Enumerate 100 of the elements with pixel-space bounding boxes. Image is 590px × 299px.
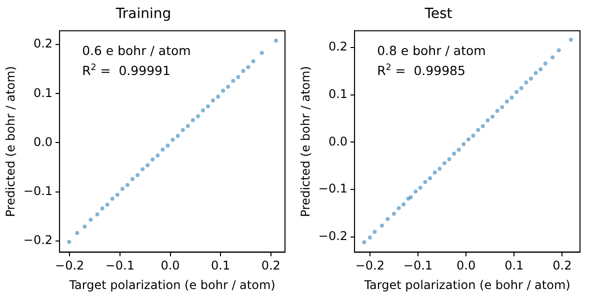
point <box>556 48 561 52</box>
x-axis-title: Target polarization (e bohr / atom) <box>68 278 276 292</box>
y-tick-label: 0.2 <box>328 40 348 54</box>
point <box>236 74 240 79</box>
point <box>206 104 210 108</box>
x-tick-label: 0.0 <box>160 258 180 273</box>
y-axis-title: Predicted (e bohr / atom) <box>3 66 18 217</box>
y-tick-label: −0.1 <box>23 184 53 198</box>
point <box>408 195 413 200</box>
point <box>156 153 160 158</box>
x-axis-title: Target polarization (e bohr / atom) <box>363 278 570 292</box>
chart-title: Training <box>114 6 172 22</box>
point <box>130 177 135 182</box>
point <box>486 118 490 122</box>
point <box>231 78 236 83</box>
point <box>418 186 422 190</box>
x-tick-label: −0.2 <box>55 258 84 273</box>
point <box>372 230 377 234</box>
point <box>504 99 509 104</box>
point <box>170 138 175 142</box>
y-tick-label: 0.0 <box>328 134 348 148</box>
y-tick-label: −0.2 <box>318 229 348 244</box>
y-tick-label: 0.1 <box>328 86 348 101</box>
point <box>216 94 220 99</box>
point <box>274 38 278 43</box>
x-tick-label: −0.1 <box>403 258 433 273</box>
point <box>528 76 533 81</box>
point <box>510 96 514 100</box>
point <box>471 134 476 138</box>
point <box>432 170 437 175</box>
point <box>115 192 120 197</box>
point <box>88 218 93 222</box>
point <box>125 182 130 187</box>
point <box>105 202 110 207</box>
point <box>423 180 428 184</box>
point <box>110 196 114 201</box>
x-tick-label: −0.2 <box>355 258 384 273</box>
point <box>160 148 165 152</box>
chart-title: Test <box>424 6 453 22</box>
point <box>190 118 195 122</box>
point <box>456 148 461 152</box>
point <box>550 55 555 60</box>
point <box>150 157 155 162</box>
point <box>67 240 72 244</box>
point <box>380 224 384 228</box>
point <box>568 38 573 42</box>
y-axis-title: Predicted (e bohr / atom) <box>298 66 312 217</box>
point <box>524 80 528 84</box>
point <box>452 152 456 156</box>
point <box>82 224 87 229</box>
x-tick-label: 0.2 <box>552 258 572 273</box>
point <box>368 236 372 240</box>
point <box>476 128 480 132</box>
point <box>136 173 140 178</box>
point <box>392 212 396 216</box>
x-tick-label: −0.1 <box>105 258 134 273</box>
point <box>186 124 190 128</box>
point <box>211 98 216 103</box>
point <box>519 86 524 90</box>
point <box>480 124 485 128</box>
point <box>120 186 124 191</box>
point <box>396 206 401 210</box>
x-tick-label: 0.2 <box>261 258 280 273</box>
point <box>362 240 366 244</box>
point <box>500 105 504 110</box>
x-tick-label: 0.1 <box>504 258 524 273</box>
point <box>200 108 205 112</box>
y-tick-label: 0.1 <box>33 86 53 100</box>
point <box>100 206 104 211</box>
annotation: 0.8 e bohr / atom <box>377 42 486 58</box>
point <box>251 59 256 64</box>
point <box>246 65 250 70</box>
point <box>180 128 185 132</box>
point <box>514 90 519 94</box>
point <box>196 114 200 118</box>
point <box>402 202 406 206</box>
point <box>490 114 495 119</box>
point <box>166 144 170 148</box>
point <box>226 84 230 89</box>
point <box>221 88 226 93</box>
y-tick-label: −0.1 <box>318 182 348 196</box>
point <box>176 134 180 138</box>
point <box>428 176 432 180</box>
point <box>543 62 548 66</box>
y-tick-label: 0.0 <box>33 134 53 149</box>
point <box>140 167 145 172</box>
point <box>438 166 442 171</box>
point <box>534 70 538 75</box>
annotation: 0.6 e bohr / atom <box>82 42 191 58</box>
point <box>146 163 150 168</box>
x-tick-label: 0.1 <box>211 258 230 273</box>
y-tick-label: 0.2 <box>33 36 53 51</box>
point <box>414 190 418 194</box>
point <box>386 217 390 222</box>
point <box>466 137 470 142</box>
y-tick-label: −0.2 <box>23 233 53 248</box>
point <box>260 50 264 55</box>
point <box>75 231 80 236</box>
point <box>241 69 246 74</box>
point <box>442 161 446 166</box>
